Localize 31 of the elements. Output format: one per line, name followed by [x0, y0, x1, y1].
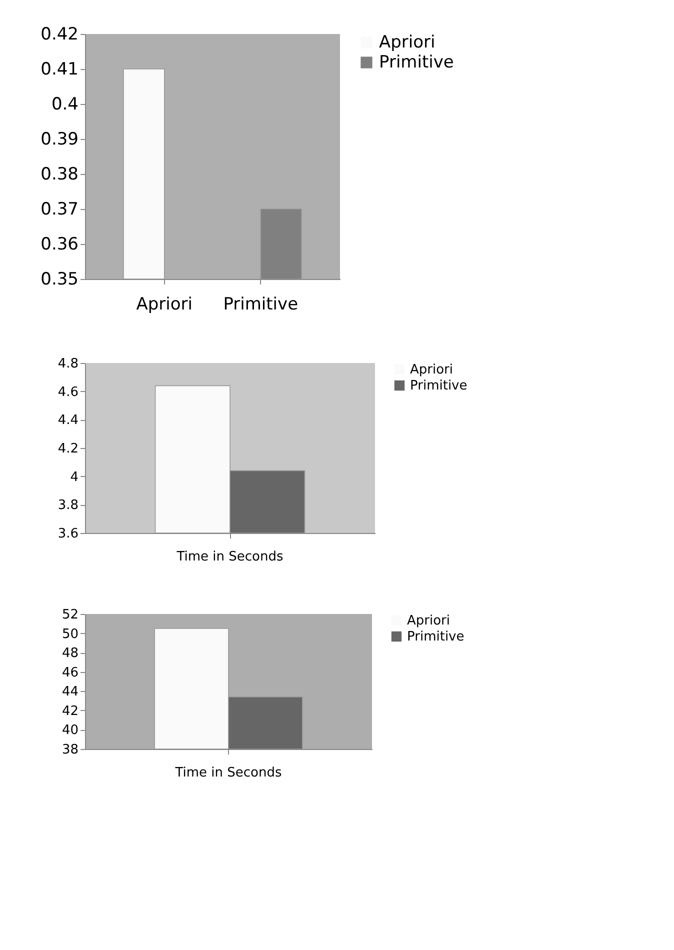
y-tick-label: 0.37: [40, 200, 78, 220]
y-tick-label: 0.41: [40, 60, 78, 80]
y-tick-label: 38: [62, 742, 78, 758]
legend-label: Primitive: [379, 52, 454, 72]
legend-label: Primitive: [410, 378, 468, 394]
y-tick-label: 0.36: [40, 234, 78, 254]
y-tick-label: 4.6: [58, 384, 78, 400]
y-tick-label: 0.42: [40, 24, 78, 44]
text: Apriori: [379, 32, 436, 52]
y-tick-label: 46: [62, 665, 78, 680]
y-tick-label: 0.38: [40, 164, 78, 184]
y-tick-label: 52: [62, 608, 78, 622]
y-tick-label: 42: [62, 704, 78, 719]
text: Apriori: [407, 614, 450, 628]
y-tick-label: 3.6: [58, 526, 78, 542]
y-tick-label: 40: [62, 723, 78, 738]
y-tick-label: 4.8: [58, 356, 78, 372]
y-tick-label: 4.2: [58, 442, 78, 456]
legend-label: Primitive: [407, 630, 464, 644]
y-tick-label: 50: [62, 626, 78, 642]
y-tick-label: 4: [70, 470, 78, 485]
y-tick-label: 44: [62, 684, 78, 700]
y-tick-label: 0.35: [40, 270, 78, 290]
y-tick-label: 48: [62, 646, 78, 662]
y-tick-label: 4.4: [58, 413, 78, 428]
text: Apriori: [410, 362, 454, 378]
x-tick-label: Time in Seconds: [176, 550, 284, 564]
y-tick-label: 0.39: [40, 130, 78, 150]
x-tick-label: Time in Seconds: [174, 766, 282, 780]
y-tick-label: 3.8: [58, 498, 78, 514]
y-tick-label: 0.4: [51, 94, 78, 114]
